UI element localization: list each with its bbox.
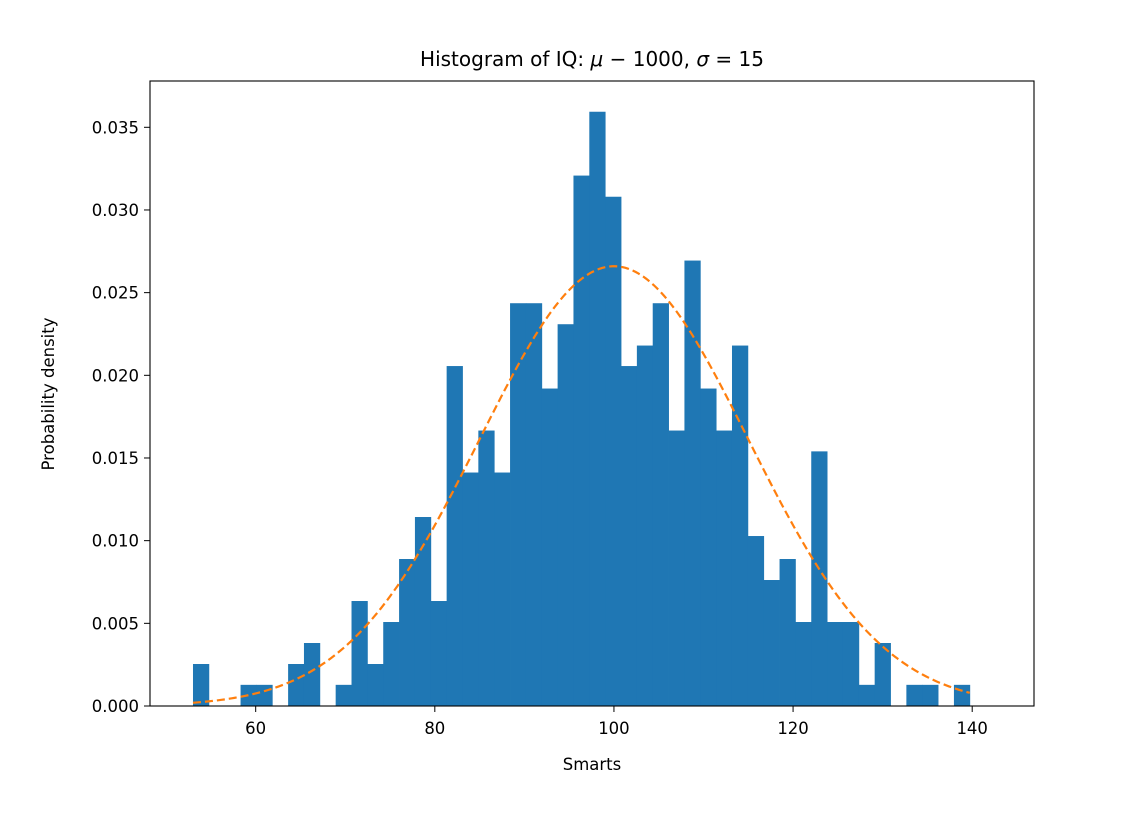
histogram-bar xyxy=(652,303,669,706)
histogram-bar xyxy=(621,366,638,706)
histogram-bar xyxy=(414,517,432,706)
histogram-bar xyxy=(811,451,828,706)
x-tick-label: 60 xyxy=(245,719,266,738)
histogram-bar xyxy=(795,622,812,706)
histogram-bar xyxy=(684,260,701,706)
y-tick-label: 0.030 xyxy=(92,201,139,220)
y-axis-label: Probability density xyxy=(39,317,58,470)
normal-pdf-curve xyxy=(192,265,971,704)
histogram-bar xyxy=(605,196,622,707)
histogram-bar xyxy=(573,175,590,706)
y-axis-ticks: 0.000 0.005 0.010 0.015 0.020 0.025 0.030 0.035 xyxy=(92,118,150,716)
histogram-bar xyxy=(288,664,305,706)
histogram-bars xyxy=(192,111,971,707)
x-tick-label: 100 xyxy=(598,719,630,738)
histogram-bar xyxy=(716,430,733,706)
histogram-bar xyxy=(525,303,543,706)
y-tick-label: 0.010 xyxy=(92,532,139,551)
histogram-bar xyxy=(668,430,685,706)
histogram-bar xyxy=(747,536,765,706)
histogram-bar xyxy=(906,684,923,706)
histogram-bar xyxy=(636,345,654,706)
histogram-bar xyxy=(700,388,717,706)
y-tick-label: 0.025 xyxy=(92,284,139,303)
histogram-bar xyxy=(430,601,448,706)
x-tick-label: 80 xyxy=(424,719,445,738)
histogram-bar xyxy=(842,622,860,706)
y-tick-label: 0.020 xyxy=(92,366,139,385)
x-axis-ticks: 60 80 100 120 140 xyxy=(245,706,988,738)
histogram-bar xyxy=(256,684,273,706)
histogram-bar xyxy=(462,472,479,706)
chart-title: Histogram of IQ: μ − 1000, σ = 15 xyxy=(420,47,764,71)
x-tick-label: 140 xyxy=(956,719,988,738)
histogram-bar xyxy=(240,684,257,706)
histogram-bar xyxy=(541,388,558,706)
histogram-bar xyxy=(557,324,574,706)
x-axis-label: Smarts xyxy=(563,755,622,774)
histogram-bar xyxy=(383,622,400,706)
histogram-bar xyxy=(922,684,939,706)
histogram-bar xyxy=(763,580,780,706)
axes-frame xyxy=(149,80,1035,707)
histogram-bar xyxy=(399,559,416,706)
histogram-bar xyxy=(589,111,606,706)
histogram-bar xyxy=(731,345,749,706)
histogram-bar xyxy=(192,664,210,706)
y-tick-label: 0.005 xyxy=(92,614,139,633)
histogram-bar xyxy=(874,643,891,706)
histogram-bar xyxy=(303,643,321,706)
y-tick-label: 0.035 xyxy=(92,118,139,137)
y-tick-label: 0.015 xyxy=(92,449,139,468)
histogram-bar xyxy=(351,601,368,706)
histogram-bar xyxy=(779,559,796,706)
y-tick-label: 0.000 xyxy=(92,697,139,716)
histogram-bar xyxy=(478,430,495,706)
histogram-bar xyxy=(446,366,463,706)
x-tick-label: 120 xyxy=(777,719,809,738)
histogram-bar xyxy=(858,684,876,706)
histogram-bar xyxy=(367,664,384,706)
histogram-bar xyxy=(335,684,352,706)
histogram-bar xyxy=(494,472,511,706)
histogram-bar xyxy=(827,622,844,706)
histogram-bar xyxy=(510,303,527,706)
